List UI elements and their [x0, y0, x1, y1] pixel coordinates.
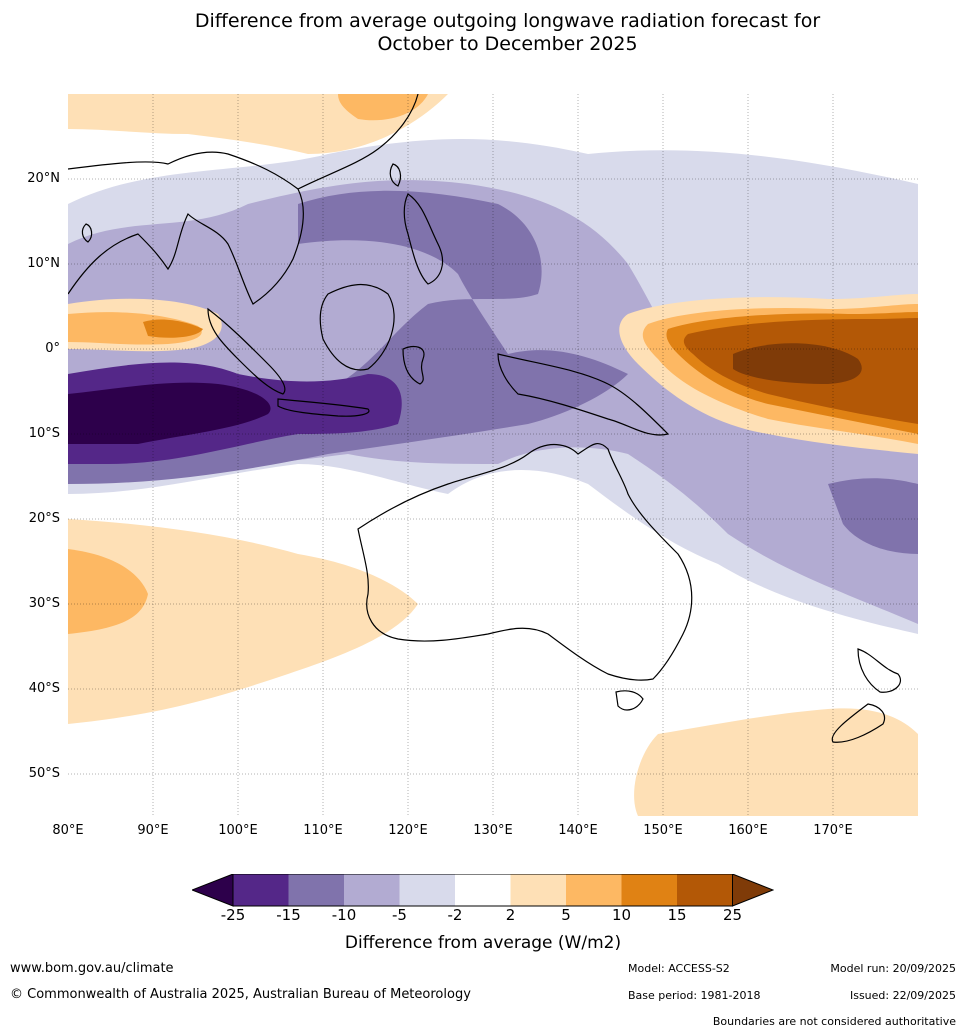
colorbar-tick-25: 25 [722, 906, 743, 924]
sri-lanka-coastline [81, 223, 93, 243]
sulawesi-coastline [402, 345, 425, 385]
lat-label-30s: 30°S [28, 596, 60, 611]
colorbar-tick-neg5: -5 [392, 906, 407, 924]
australia-coastline [357, 442, 693, 681]
lon-label-130e: 130°E [473, 823, 513, 838]
colorbar-tick-10: 10 [611, 906, 632, 924]
colorbar-low-extend [192, 874, 234, 907]
lon-label-140e: 140°E [558, 823, 598, 838]
java-coastline [277, 398, 370, 417]
lat-label-20s: 20°S [28, 511, 60, 526]
copyright-notice: © Commonwealth of Australia 2025, Austra… [10, 987, 471, 1002]
base-period: Base period: 1981-2018 [628, 989, 761, 1002]
colorbar-swatch-3 [344, 874, 400, 906]
colorbar-tick-neg10: -10 [331, 906, 357, 924]
colorbar-swatch-1 [233, 874, 289, 906]
website-link[interactable]: www.bom.gov.au/climate [10, 961, 174, 976]
issued-date: Issued: 22/09/2025 [849, 989, 956, 1002]
lon-label-160e: 160°E [728, 823, 768, 838]
lat-label-10n: 10°N [27, 256, 60, 271]
lon-label-100e: 100°E [218, 823, 258, 838]
new-zealand-north-coastline [857, 648, 901, 693]
china-coastline [297, 94, 419, 190]
borneo-coastline [319, 283, 395, 371]
colorbar-tick-2: 2 [505, 906, 516, 924]
colorbar-tick-neg2: -2 [447, 906, 463, 924]
lon-label-80e: 80°E [52, 823, 84, 838]
lat-label-10s: 10°S [28, 426, 60, 441]
lon-label-110e: 110°E [303, 823, 343, 838]
colorbar-tick-5: 5 [561, 906, 571, 924]
lat-label-50s: 50°S [28, 766, 60, 781]
new-guinea-coastline [497, 353, 670, 436]
colorbar-swatch-7 [566, 874, 622, 906]
colorbar-swatch-4 [399, 874, 455, 906]
coastlines [68, 94, 901, 743]
olr-anomaly-map [68, 94, 918, 816]
model-run-date: Model run: 20/09/2025 [830, 962, 956, 975]
philippines-coastline [403, 193, 443, 285]
lon-label-120e: 120°E [388, 823, 428, 838]
colorbar-title: Difference from average (W/m2) [344, 933, 622, 953]
shade-pacific-orange-5 [733, 343, 862, 384]
map-title: Difference from average outgoing longwav… [0, 10, 965, 56]
model-name: Model: ACCESS-S2 [628, 962, 730, 975]
title-line-2: October to December 2025 [377, 33, 638, 55]
title-line-1: Difference from average outgoing longwav… [194, 10, 821, 32]
shade-darkest-purple [68, 382, 271, 444]
lon-label-170e: 170°E [813, 823, 853, 838]
colorbar-tick-neg25: -25 [220, 906, 246, 924]
colorbar-tick-neg15: -15 [276, 906, 301, 924]
lat-label-20n: 20°N [27, 171, 60, 186]
graticule [68, 94, 918, 816]
shade-indian-orange-3 [143, 319, 203, 338]
colorbar-swatch-6 [510, 874, 566, 906]
lon-label-150e: 150°E [643, 823, 683, 838]
boundaries-disclaimer: Boundaries are not considered authoritat… [712, 1015, 956, 1028]
shade-south-indian-orange [68, 519, 418, 724]
lat-label-0: 0° [45, 341, 60, 356]
se-asia-coastline [68, 151, 304, 305]
colorbar-swatch-8 [621, 874, 677, 906]
shade-north-orange-2 [338, 94, 428, 121]
shade-south-indian-orange-2 [68, 549, 148, 634]
shade-southern-ocean-orange [634, 708, 918, 816]
tasmania-coastline [615, 690, 644, 711]
new-zealand-south-coastline [831, 703, 886, 743]
taiwan-coastline [389, 163, 402, 187]
shade-pacific-purple [828, 478, 918, 554]
colorbar-tick-15: 15 [667, 906, 687, 924]
colorbar-swatch-5 [455, 874, 511, 906]
colorbar [192, 874, 774, 907]
lat-label-40s: 40°S [28, 681, 60, 696]
colorbar-high-extend [732, 874, 774, 907]
colorbar-swatch-9 [677, 874, 733, 906]
sumatra-coastline [207, 307, 286, 395]
colorbar-swatch-2 [288, 874, 344, 906]
lon-label-90e: 90°E [137, 823, 169, 838]
